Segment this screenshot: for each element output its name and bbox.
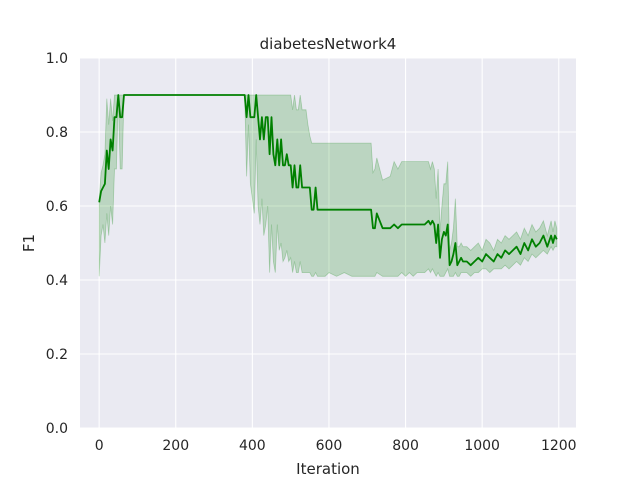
y-tick-label: 0.2 xyxy=(46,347,68,363)
grid xyxy=(80,57,576,429)
chart-title: diabetesNetwork4 xyxy=(260,35,397,53)
y-tick-label: 0.4 xyxy=(46,273,68,289)
x-tick-label: 1200 xyxy=(541,438,577,454)
y-axis-label: F1 xyxy=(20,234,38,252)
confidence-band xyxy=(98,94,558,278)
x-tick-label: 1000 xyxy=(464,438,500,454)
y-tick-label: 1.0 xyxy=(46,51,68,67)
x-tick-label: 400 xyxy=(239,438,266,454)
confidence-band-layer xyxy=(98,94,558,278)
x-tick-label: 200 xyxy=(162,438,189,454)
series-line xyxy=(98,94,558,267)
y-tick-label: 0.8 xyxy=(46,125,68,141)
plot-background xyxy=(80,58,576,428)
series-line-layer xyxy=(98,94,558,267)
x-tick-label: 0 xyxy=(95,438,104,454)
y-tick-label: 0.6 xyxy=(46,199,68,215)
x-tick-label: 600 xyxy=(316,438,343,454)
x-axis-label: Iteration xyxy=(296,460,360,478)
y-tick-label: 0.0 xyxy=(46,421,68,437)
tick-labels: 0 200 400 600 800 1000 1200 0.0 0.2 0.4 0.6 0.8 1.0 xyxy=(46,51,577,454)
x-tick-label: 800 xyxy=(392,438,419,454)
